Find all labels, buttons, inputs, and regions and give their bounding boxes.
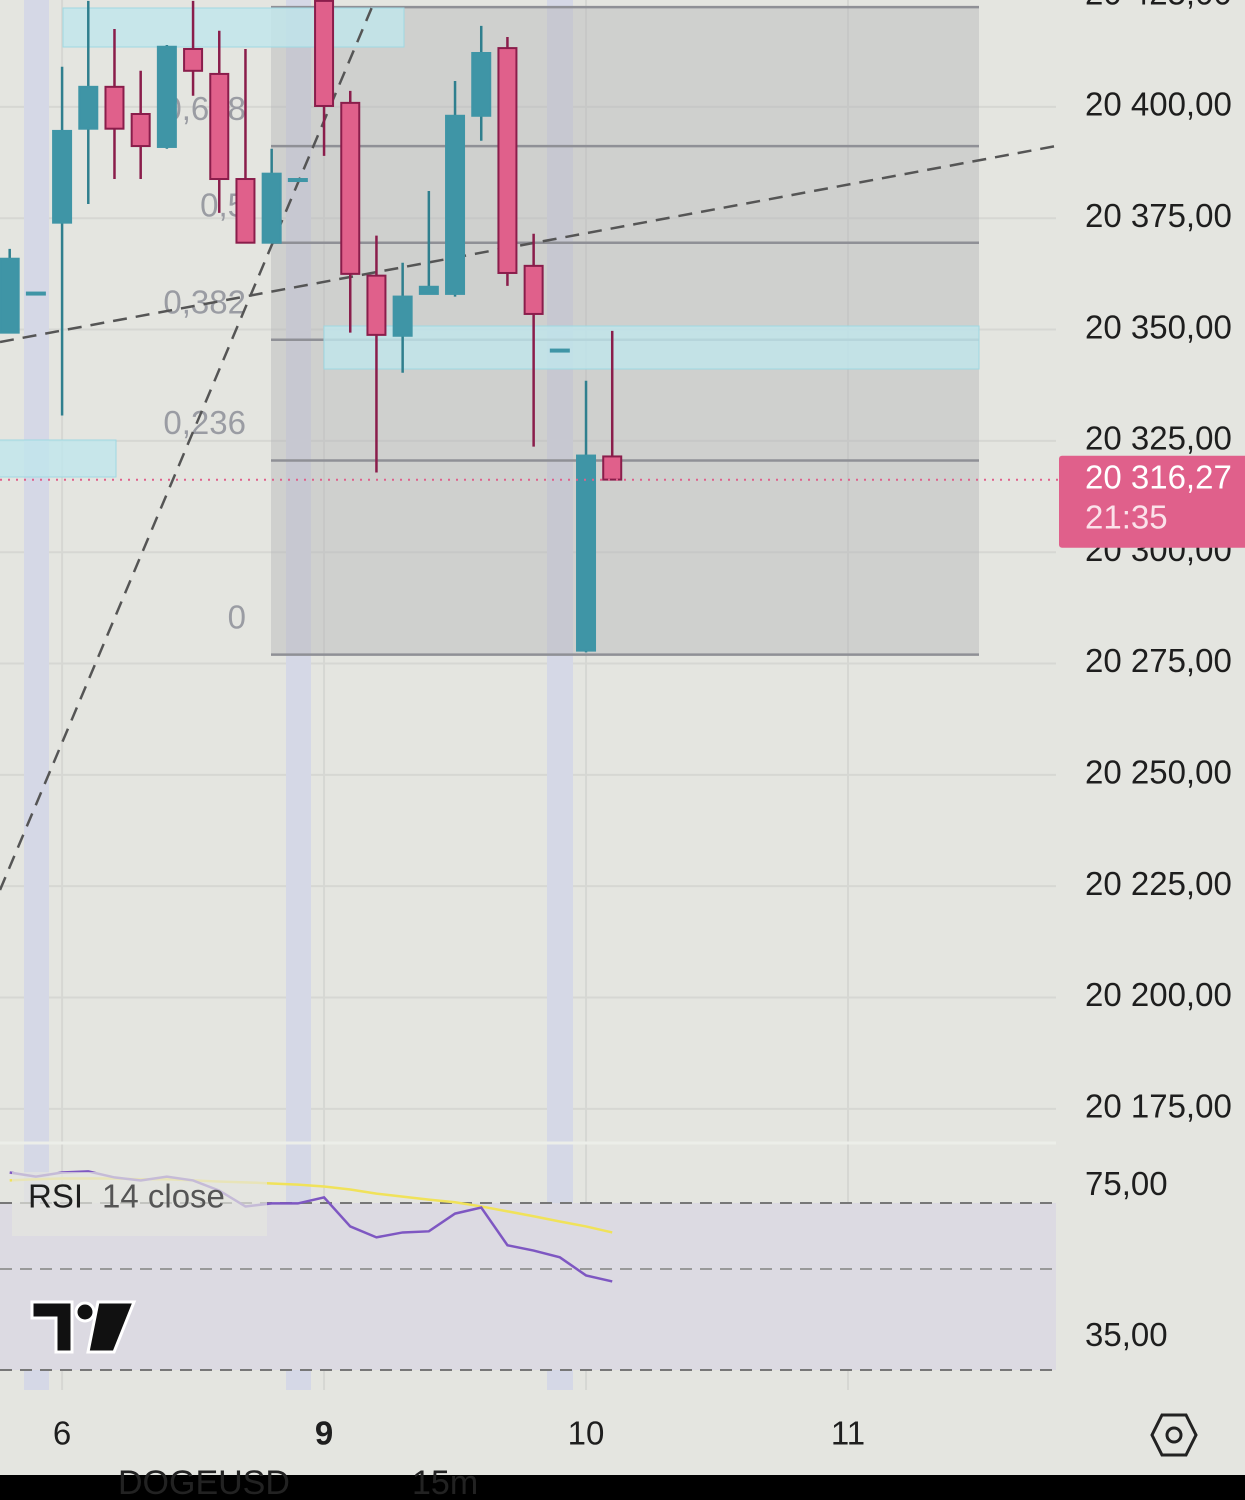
x-tick-label: 10 (568, 1415, 605, 1452)
y-tick-label: 20 250,00 (1085, 754, 1232, 791)
logo (30, 1300, 137, 1354)
session-band (24, 0, 49, 1390)
candle-body (104, 85, 125, 130)
fib-label: 0,236 (163, 404, 246, 441)
candle-body (497, 47, 518, 274)
fib-label: 0 (228, 598, 246, 635)
candle-body (52, 129, 73, 224)
candle-body (340, 101, 361, 275)
zone (323, 325, 980, 370)
candle-body (523, 264, 544, 315)
zone (0, 439, 117, 478)
candle-body (576, 454, 597, 652)
zone (62, 7, 405, 48)
x-tick-label: 11 (831, 1415, 865, 1452)
interval: 15m (412, 1464, 478, 1500)
session-band (547, 0, 573, 1390)
grid (0, 0, 1056, 1390)
fib-label: 0,382 (163, 283, 246, 320)
trend-line (0, 144, 1057, 344)
y-tick-label: 20 175,00 (1085, 1088, 1232, 1125)
footer-bar (0, 1475, 1245, 1500)
y-tick-label: 20 425,00 (1085, 0, 1232, 11)
x-tick-label: 6 (53, 1415, 71, 1452)
y-tick-label: 20 400,00 (1085, 86, 1232, 123)
candle-body (366, 274, 387, 336)
candle-body (78, 85, 99, 130)
candle-body (392, 295, 413, 337)
fib-label: 0,618 (163, 90, 246, 127)
candle-body (445, 114, 466, 295)
candle-body (471, 51, 492, 117)
candle-body (602, 455, 623, 481)
candle-body (25, 291, 46, 296)
candle-body (287, 178, 308, 183)
countdown: 21:35 (1085, 498, 1168, 535)
candle-body (314, 0, 335, 107)
candle-body (549, 348, 570, 353)
rsi-title: RSI (28, 1178, 83, 1215)
candle-body (261, 172, 282, 244)
candle-body (235, 178, 256, 244)
candle-body (209, 72, 230, 181)
last-price-badge (1059, 455, 1245, 548)
candle-body (183, 47, 204, 72)
candle-body (0, 257, 20, 334)
candle-body (156, 45, 177, 148)
y-tick-label: 20 350,00 (1085, 308, 1232, 345)
y-tick-label: 20 375,00 (1085, 197, 1232, 234)
symbol: DOGEUSD (118, 1464, 290, 1500)
last-price-label: 20 316,27 (1085, 458, 1232, 495)
y-tick-label: 20 225,00 (1085, 865, 1232, 902)
x-tick-label: 9 (315, 1415, 333, 1452)
settings-icon[interactable] (1150, 1413, 1198, 1457)
y-tick-label: 20 325,00 (1085, 420, 1232, 457)
candle-body (130, 113, 151, 148)
candle-body (418, 285, 439, 295)
session-band (286, 0, 311, 1390)
rsi-legend-bg (12, 1172, 267, 1236)
y-tick-label: 20 275,00 (1085, 642, 1232, 679)
y-tick-label: 35,00 (1085, 1316, 1168, 1353)
y-tick-label: 75,00 (1085, 1165, 1168, 1202)
y-tick-label: 20 200,00 (1085, 976, 1232, 1013)
rsi-params: 14 close (102, 1178, 225, 1215)
